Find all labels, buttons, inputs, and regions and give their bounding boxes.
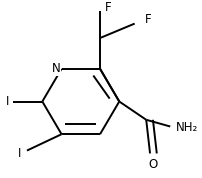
Text: N: N xyxy=(52,62,61,75)
Text: NH₂: NH₂ xyxy=(176,121,198,134)
Text: I: I xyxy=(6,95,9,108)
Text: I: I xyxy=(18,147,21,160)
Text: F: F xyxy=(105,1,112,14)
Text: F: F xyxy=(145,13,152,26)
Text: O: O xyxy=(148,158,157,171)
